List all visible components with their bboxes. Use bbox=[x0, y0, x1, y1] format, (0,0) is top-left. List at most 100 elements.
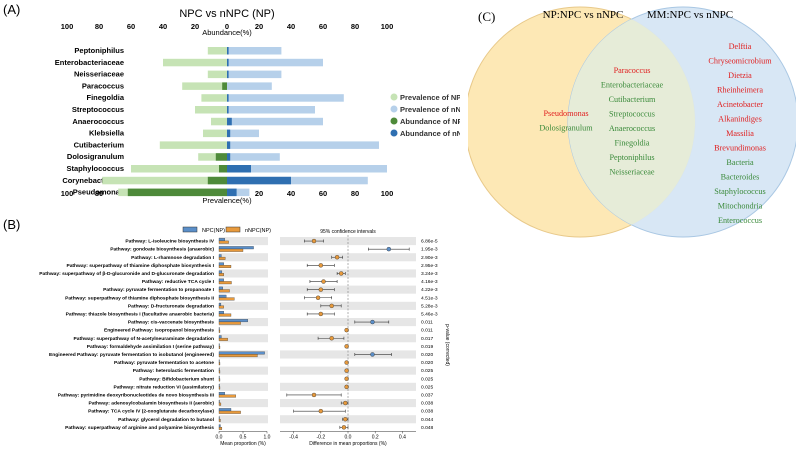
pathway-label: Pathway: adenosylcobalamin biosynthesis … bbox=[88, 401, 214, 407]
bar-nnpc bbox=[219, 346, 220, 349]
bar-prevalence-npc bbox=[208, 71, 227, 79]
diff-point bbox=[319, 263, 323, 267]
diff-point bbox=[319, 409, 323, 413]
diff-point bbox=[370, 352, 374, 356]
pathway-label: Pathway: superpathway of β-D-glucuronide… bbox=[39, 271, 214, 277]
right-x-tick-label: 0.0 bbox=[345, 434, 352, 440]
bar-prevalence-nnpc bbox=[227, 71, 281, 79]
p-value: 0.017 bbox=[421, 336, 434, 342]
bar-prevalence-nnpc bbox=[227, 82, 272, 90]
venn-genus-label: Mitochondria bbox=[718, 202, 763, 211]
legend-dot bbox=[391, 94, 398, 101]
panel-b-chart: (B) NPC(NP) nNPC(NP) 95% confidence inte… bbox=[0, 215, 460, 447]
bar-abundance-nnpc bbox=[227, 94, 229, 102]
p-value: 5.28e-3 bbox=[421, 303, 438, 309]
bar-npc bbox=[219, 287, 223, 290]
category-label: Streptococcus bbox=[72, 105, 124, 114]
venn-genus-label: Cutibacterium bbox=[609, 95, 656, 104]
bar-nnpc bbox=[219, 290, 230, 293]
p-value: 2.90e-3 bbox=[421, 255, 438, 261]
venn-genus-label: Peptoniphilus bbox=[609, 153, 654, 162]
diff-point bbox=[342, 425, 346, 429]
pathway-label: Pathway: Bifidobacterium shunt bbox=[139, 376, 214, 382]
pathway-label: Pathway: D-fructuronate degradation bbox=[128, 303, 214, 309]
bar-nnpc bbox=[219, 273, 224, 276]
category-label: Neisseriaceae bbox=[74, 70, 124, 79]
pathway-label: Pathway: superpathway of N-acetylneurami… bbox=[73, 336, 214, 342]
bar-prevalence-npc bbox=[201, 94, 227, 102]
bar-npc bbox=[219, 303, 221, 306]
row-stripe bbox=[219, 269, 268, 277]
bottom-axis-tick: 60 bbox=[319, 189, 327, 198]
pathway-label: Pathway: TCA cycle IV (2-oxoglutarate de… bbox=[88, 409, 214, 415]
bar-npc bbox=[219, 238, 225, 241]
category-label: Enterobacteriaceae bbox=[55, 58, 124, 67]
right-x-axis-label: Difference in mean proportions (%) bbox=[309, 441, 387, 447]
bottom-axis-tick: 100 bbox=[381, 189, 394, 198]
diff-point bbox=[387, 247, 391, 251]
panel-b-label: (B) bbox=[3, 217, 20, 232]
row-stripe bbox=[219, 302, 268, 310]
venn-genus-label: Streptococcus bbox=[609, 110, 655, 119]
left-x-tick-label: 0.0 bbox=[216, 434, 223, 440]
panel-a: (A) NPC vs nNPC (NP) Abundance(%) Preval… bbox=[0, 0, 460, 205]
panel-c: (C) NP:NPC vs nNPC MM:NPC vs nNPC Pseudo… bbox=[468, 0, 796, 260]
bar-abundance-nnpc bbox=[227, 130, 230, 138]
venn-genus-label: Anaerococcus bbox=[609, 124, 655, 133]
bar-nnpc bbox=[219, 330, 220, 333]
pathway-label: Pathway: pyrimidine deoxyribonucleotides… bbox=[58, 393, 215, 399]
bar-prevalence-nnpc bbox=[227, 106, 315, 114]
bar-abundance-nnpc bbox=[227, 153, 230, 161]
diff-point bbox=[316, 296, 320, 300]
top-axis-tick: 20 bbox=[191, 22, 199, 31]
category-label: Klebsiella bbox=[89, 129, 125, 138]
venn-genus-label: Enterococcus bbox=[718, 216, 762, 225]
bar-npc bbox=[219, 425, 220, 428]
p-value: 0.011 bbox=[421, 320, 433, 326]
bar-npc bbox=[219, 279, 224, 282]
pathway-label: Pathway: superpathway of thiamine diphos… bbox=[65, 295, 215, 301]
category-label: Dolosigranulum bbox=[67, 152, 124, 161]
diff-point bbox=[330, 336, 334, 340]
legend-label: Prevalence of nNPC bbox=[400, 105, 460, 114]
p-value: 4.16e-3 bbox=[421, 279, 438, 285]
top-axis-tick: 60 bbox=[127, 22, 135, 31]
pathway-label: Pathway: nitrate reduction VI (assimilat… bbox=[113, 384, 214, 390]
legend-npc-swatch bbox=[183, 227, 197, 232]
bar-nnpc bbox=[219, 379, 220, 382]
right-x-tick-label: 0.2 bbox=[372, 434, 379, 440]
bar-abundance-nnpc bbox=[227, 47, 229, 55]
category-label: Staphylococcus bbox=[66, 164, 124, 173]
bar-nnpc bbox=[219, 411, 241, 414]
bar-abundance-npc bbox=[219, 165, 227, 173]
bar-nnpc bbox=[219, 419, 220, 422]
bar-abundance-nnpc bbox=[227, 189, 237, 197]
left-x-axis-label: Mean proportion (%) bbox=[220, 441, 266, 447]
bar-prevalence-nnpc bbox=[227, 118, 323, 126]
row-stripe bbox=[219, 399, 268, 407]
bar-prevalence-npc bbox=[195, 106, 227, 114]
right-x-tick-label: -0.4 bbox=[289, 434, 298, 440]
bar-npc bbox=[219, 319, 248, 322]
pathway-label: Pathway: pyruvate fermentation to aceton… bbox=[114, 360, 214, 366]
legend-label: Abundance of NPC bbox=[400, 117, 460, 126]
bar-abundance-nnpc bbox=[227, 59, 229, 67]
diff-point bbox=[339, 271, 343, 275]
legend-nnpc-swatch bbox=[226, 227, 240, 232]
bar-nnpc bbox=[219, 427, 222, 430]
bar-nnpc bbox=[219, 241, 229, 244]
bar-prevalence-nnpc bbox=[227, 130, 259, 138]
p-value: 0.025 bbox=[421, 376, 434, 382]
row-stripe bbox=[219, 367, 268, 375]
bar-abundance-npc bbox=[208, 177, 227, 185]
panel-a-chart: (A) NPC vs nNPC (NP) Abundance(%) Preval… bbox=[0, 0, 460, 205]
bar-prevalence-npc bbox=[203, 130, 227, 138]
venn-left-title: NP:NPC vs nNPC bbox=[543, 9, 624, 21]
row-stripe bbox=[219, 253, 268, 261]
pathway-label: Pathway: pyruvate fermentation to propan… bbox=[103, 287, 215, 293]
p-value: 0.037 bbox=[421, 393, 434, 399]
legend-npc-label: NPC(NP) bbox=[202, 228, 225, 234]
bar-npc bbox=[219, 311, 224, 314]
pathway-label: Engineered Pathway: isopropanol biosynth… bbox=[104, 328, 214, 334]
bar-nnpc bbox=[219, 314, 231, 317]
